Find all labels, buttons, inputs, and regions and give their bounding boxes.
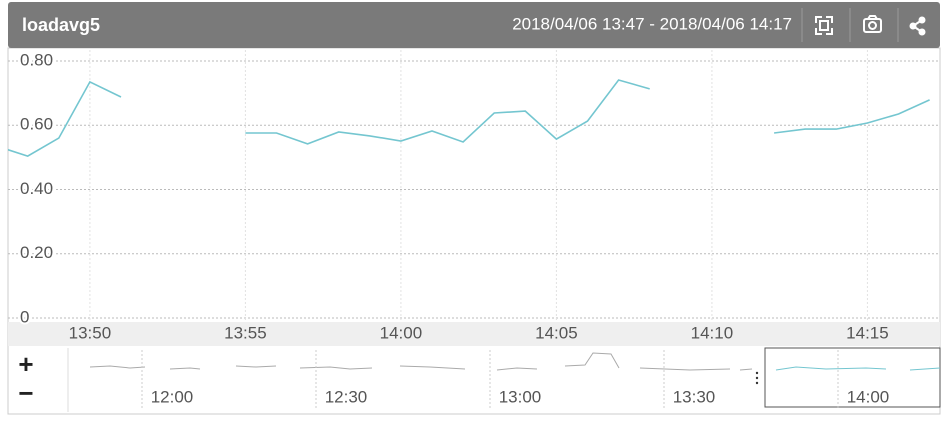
navigator-label: 13:30 [673,387,716,406]
x-axis-strip [8,322,940,346]
y-tick-label: 0.40 [20,179,53,198]
zoom-out[interactable]: − [18,378,33,408]
snapshot-icon[interactable] [863,15,882,33]
navigator-preview [775,366,941,371]
handle-dot[interactable] [755,376,759,380]
header-bar [8,2,940,48]
y-tick-label: 0.20 [20,243,53,262]
navigator: + − 12:00 12:30 13:00 13:30 14:00 [18,347,941,412]
x-tick-label: 13:55 [224,323,267,342]
x-tick-label: 14:05 [535,323,578,342]
fullscreen-icon[interactable] [815,16,833,35]
time-range: 2018/04/06 13:47 - 2018/04/06 14:17 [512,14,792,33]
y-tick-label: 0.60 [20,115,53,134]
navigator-preview [89,352,753,371]
x-tick-label: 14:10 [691,323,734,342]
share-icon[interactable] [909,16,926,36]
x-tick-label: 13:50 [69,323,112,342]
y-tick-label: 0.80 [20,50,53,69]
x-tick-label: 14:15 [846,323,889,342]
navigator-label: 12:30 [325,387,368,406]
handle-dot[interactable] [755,371,759,375]
navigator-window[interactable] [764,347,941,408]
navigator-label: 12:00 [151,387,194,406]
zoom-in[interactable]: + [18,349,33,379]
chart-title: loadavg5 [22,15,100,35]
handle-dot[interactable] [755,381,759,385]
x-tick-label: 14:00 [380,323,423,342]
y-tick-label: 0 [20,307,29,326]
data-line [8,79,930,157]
navigator-label: 13:00 [499,387,542,406]
navigator-label: 14:00 [847,387,890,406]
